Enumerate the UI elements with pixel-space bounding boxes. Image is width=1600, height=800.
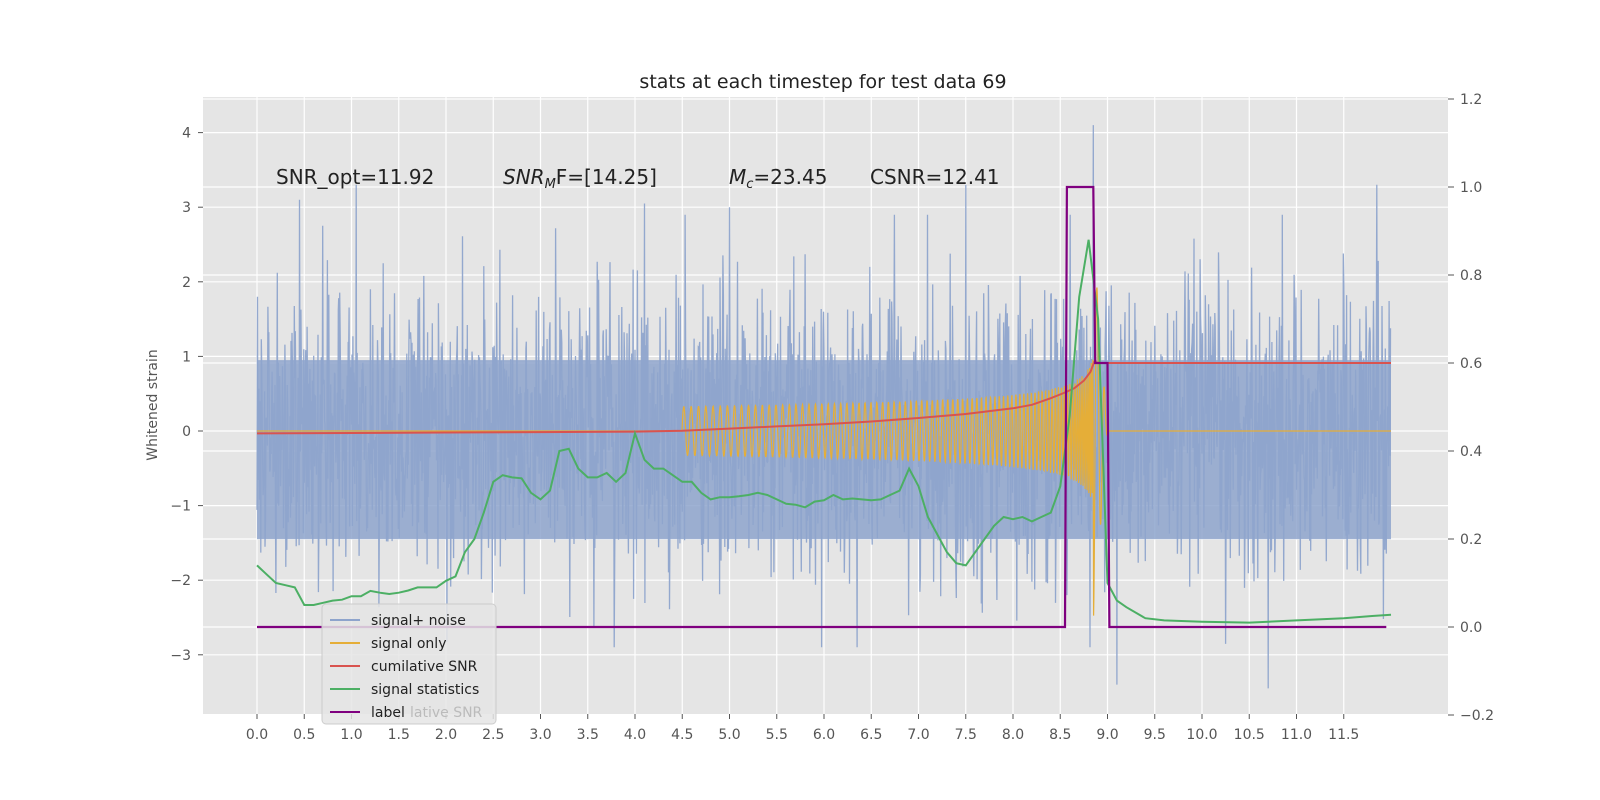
x-tick-label: 9.0 bbox=[1096, 727, 1118, 743]
series-signal-only bbox=[257, 287, 1391, 616]
y2-tick-label: 0.4 bbox=[1460, 444, 1482, 460]
x-tick-label: 10.5 bbox=[1234, 727, 1265, 743]
y2-tick-label: 0.2 bbox=[1460, 532, 1482, 548]
x-tick-label: 3.5 bbox=[577, 727, 599, 743]
y2-tick-label: 0.0 bbox=[1460, 620, 1482, 636]
annotation-snr-opt: SNR_opt=11.92 bbox=[276, 165, 434, 189]
y-axis-ticks: 4 3 2 1 0 −1 −2 −3 bbox=[170, 126, 203, 664]
x-tick-label: 0.0 bbox=[246, 727, 268, 743]
legend-box bbox=[321, 603, 497, 725]
x-tick-label: 1.0 bbox=[340, 727, 362, 743]
x-tick-label: 3.0 bbox=[529, 727, 551, 743]
x-axis-ticks: 0.0 0.5 1.0 1.5 2.0 2.5 3.0 3.5 4.0 4.5 5.0 5.5 6.0 6… bbox=[246, 714, 1359, 743]
y-tick-label: 4 bbox=[182, 126, 191, 142]
x-tick-label: 10.0 bbox=[1186, 727, 1217, 743]
x-tick-label: 2.0 bbox=[435, 727, 457, 743]
x-tick-label: 7.0 bbox=[907, 727, 929, 743]
annotation-mc: Mc=23.45 bbox=[729, 165, 827, 192]
y-tick-label: −3 bbox=[170, 648, 191, 664]
y-tick-label: 1 bbox=[182, 349, 191, 365]
y-tick-label: 2 bbox=[182, 275, 191, 291]
x-tick-label: 6.5 bbox=[860, 727, 882, 743]
x-tick-label: 5.0 bbox=[718, 727, 740, 743]
series-cumulative-snr bbox=[256, 360, 1391, 435]
series-label bbox=[257, 185, 1387, 629]
series-signal-statistics bbox=[256, 239, 1392, 624]
x-tick-label: 0.5 bbox=[293, 727, 315, 743]
y2-tick-label: 0.8 bbox=[1460, 268, 1482, 284]
y-tick-label: −1 bbox=[170, 499, 191, 515]
x-tick-label: 8.5 bbox=[1049, 727, 1071, 743]
y-axis-label: Whitened strain bbox=[145, 349, 161, 460]
x-tick-label: 4.0 bbox=[624, 727, 646, 743]
series-lines bbox=[256, 185, 1392, 629]
y2-tick-label: 1.0 bbox=[1460, 180, 1482, 196]
y-tick-label: 0 bbox=[182, 424, 191, 440]
annotation-csnr: CSNR=12.41 bbox=[870, 165, 1000, 189]
x-tick-label: 4.5 bbox=[671, 727, 693, 743]
x-tick-label: 5.5 bbox=[766, 727, 788, 743]
x-tick-label: 6.0 bbox=[813, 727, 835, 743]
x-tick-label: 7.5 bbox=[955, 727, 977, 743]
legend: signal+ noise signal only cumilative SNR si… bbox=[321, 603, 497, 725]
legend-entry: signal statistics bbox=[371, 682, 479, 698]
legend-entry: cumilative SNR bbox=[371, 659, 478, 675]
legend-entry: signal+ noise bbox=[371, 613, 466, 629]
chart-title: stats at each timestep for test data 69 bbox=[639, 71, 1006, 93]
y2-tick-label: 0.6 bbox=[1460, 356, 1482, 372]
legend-entry: signal only bbox=[371, 636, 446, 652]
x-tick-label: 11.5 bbox=[1328, 727, 1359, 743]
y-tick-label: 3 bbox=[182, 200, 191, 216]
y2-tick-label: 1.2 bbox=[1460, 92, 1482, 108]
y2-tick-label: −0.2 bbox=[1460, 708, 1494, 724]
x-tick-label: 1.5 bbox=[388, 727, 410, 743]
x-tick-label: 9.5 bbox=[1144, 727, 1166, 743]
x-tick-label: 8.0 bbox=[1002, 727, 1024, 743]
x-tick-label: 2.5 bbox=[482, 727, 504, 743]
legend-entry: label bbox=[371, 705, 405, 721]
y-tick-label: −2 bbox=[170, 573, 191, 589]
legend-ghost-text: lative SNR bbox=[410, 705, 483, 721]
y2-axis-ticks: 1.2 1.0 0.8 0.6 0.4 0.2 0.0 −0.2 bbox=[1448, 92, 1494, 724]
annotation-snr-mf: SNRMF=[14.25] bbox=[503, 165, 657, 192]
x-tick-label: 11.0 bbox=[1281, 727, 1312, 743]
